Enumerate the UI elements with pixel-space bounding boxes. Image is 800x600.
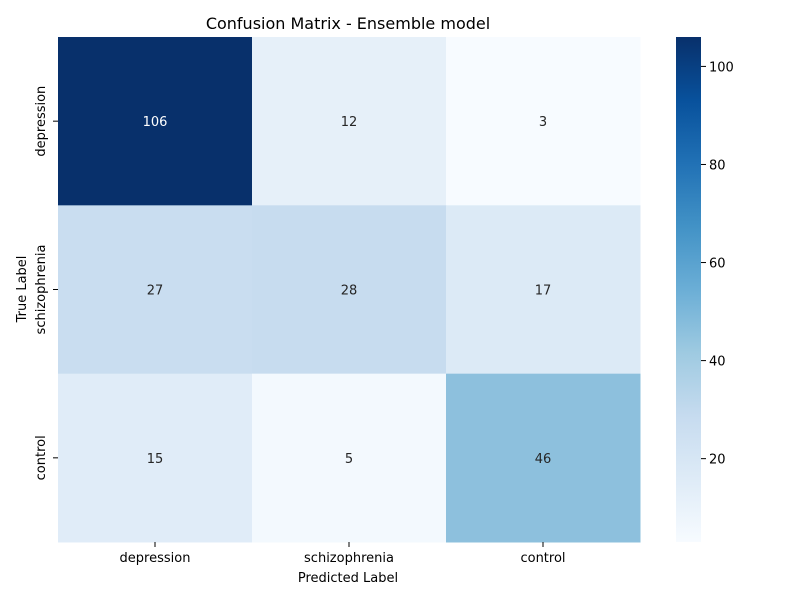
heatmap-cell-schizophrenia-schizophrenia bbox=[252, 205, 447, 375]
heatmap-cell-depression-depression bbox=[58, 37, 253, 206]
colorbar-ticks: 20 40 60 80 100 bbox=[701, 60, 734, 468]
cell-value-label: 28 bbox=[341, 284, 358, 299]
cell-value-label: 15 bbox=[147, 452, 164, 467]
x-tick-label: depression bbox=[120, 551, 191, 566]
cell-value-label: 106 bbox=[143, 115, 168, 130]
cell-value-label: 27 bbox=[147, 284, 164, 299]
cell-value-label: 5 bbox=[345, 452, 353, 467]
heatmap-cell-labels: 106 12 3 27 28 17 15 5 46 bbox=[143, 115, 552, 467]
colorbar-gradient bbox=[676, 37, 701, 542]
colorbar-tick-label: 100 bbox=[709, 60, 734, 75]
x-axis-label: Predicted Label bbox=[298, 571, 398, 586]
colorbar-tick-label: 80 bbox=[709, 158, 726, 173]
colorbar-tick-label: 40 bbox=[709, 355, 726, 370]
y-tick-label: control bbox=[34, 435, 49, 480]
heatmap-cells bbox=[58, 37, 641, 543]
chart-title: Confusion Matrix - Ensemble model bbox=[206, 14, 490, 33]
y-axis: depression schizophrenia control bbox=[34, 86, 58, 480]
colorbar-tick-label: 20 bbox=[709, 453, 726, 468]
cell-value-label: 3 bbox=[539, 115, 547, 130]
heatmap-cell-control-depression bbox=[58, 373, 253, 543]
x-tick-label: schizophrenia bbox=[304, 551, 394, 566]
heatmap-cell-depression-control bbox=[446, 37, 641, 206]
cell-value-label: 12 bbox=[341, 115, 358, 130]
cell-value-label: 46 bbox=[535, 452, 552, 467]
colorbar: 20 40 60 80 100 bbox=[676, 37, 734, 542]
y-tick-label: depression bbox=[34, 86, 49, 157]
heatmap-cell-control-control bbox=[446, 373, 641, 543]
heatmap-cell-control-schizophrenia bbox=[252, 373, 447, 543]
heatmap-cell-depression-schizophrenia bbox=[252, 37, 447, 206]
heatmap-cell-schizophrenia-control bbox=[446, 205, 641, 375]
x-axis: depression schizophrenia control bbox=[120, 542, 566, 566]
y-tick-label: schizophrenia bbox=[34, 245, 49, 335]
cell-value-label: 17 bbox=[535, 284, 552, 299]
colorbar-tick-label: 60 bbox=[709, 257, 726, 272]
y-axis-label: True Label bbox=[15, 256, 30, 324]
heatmap-cell-schizophrenia-depression bbox=[58, 205, 253, 375]
x-tick-label: control bbox=[520, 551, 565, 566]
